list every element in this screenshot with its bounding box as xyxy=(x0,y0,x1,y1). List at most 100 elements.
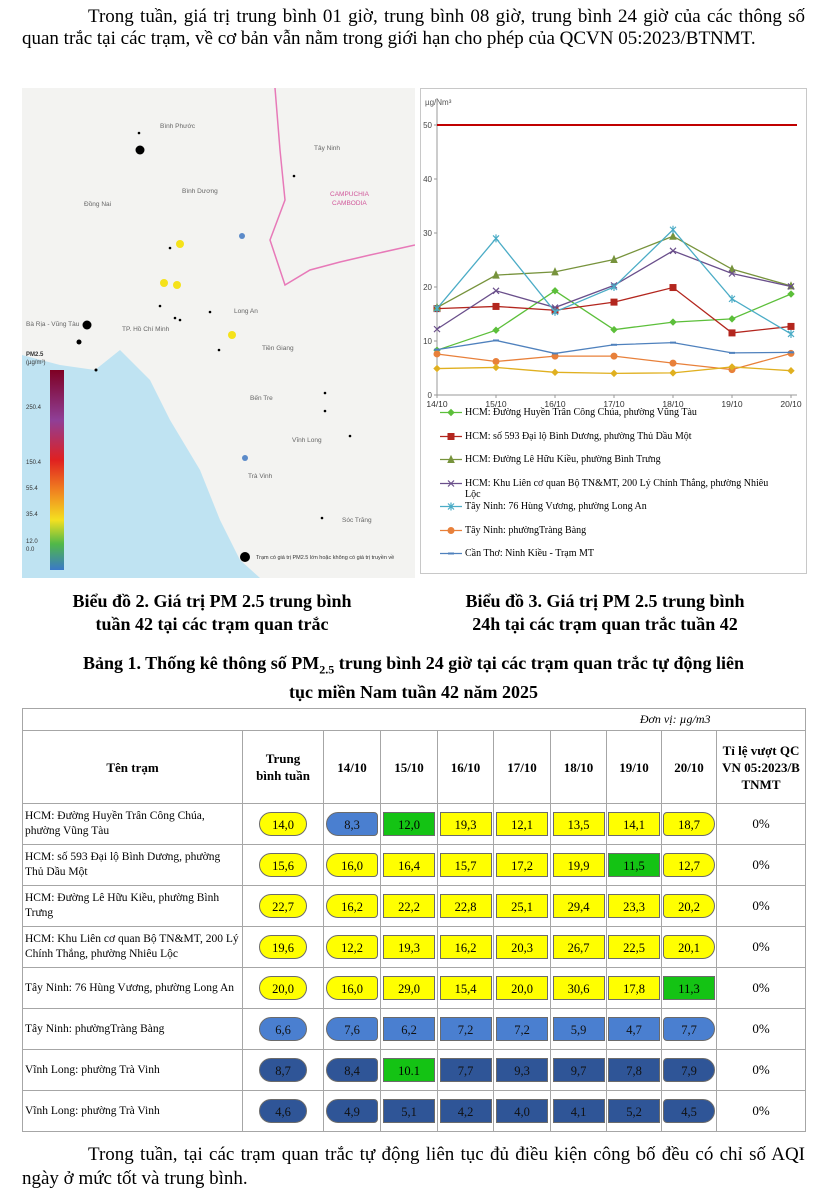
value-cell: 4,1 xyxy=(550,1090,607,1132)
value-cell: 5,9 xyxy=(550,1008,607,1050)
ratio-cell: 0% xyxy=(716,926,806,968)
value-badge: 20,2 xyxy=(663,894,715,918)
value-badge: 15,6 xyxy=(259,853,307,877)
value-cell: 5,2 xyxy=(606,1090,662,1132)
map-stations xyxy=(76,131,352,562)
value-cell: 20,2 xyxy=(661,885,717,927)
value-cell: 15,4 xyxy=(437,967,494,1009)
ratio-text: 0% xyxy=(752,816,770,831)
map-label: Đồng Nai xyxy=(84,199,111,208)
value-cell: 12,2 xyxy=(323,926,381,968)
value-cell: 19,6 xyxy=(242,926,324,968)
point xyxy=(728,270,736,277)
header-text: 16/10 xyxy=(450,759,481,775)
value-cell: 20,0 xyxy=(493,967,551,1009)
value-cell: 7,6 xyxy=(323,1008,381,1050)
table-title: Bảng 1. Thống kê thông số PM2.5 trung bì… xyxy=(22,652,805,703)
title-text: tục miền Nam tuần 42 năm 2025 xyxy=(288,681,538,702)
value-cell: 17,8 xyxy=(606,967,662,1009)
value-badge: 13,5 xyxy=(552,812,605,836)
map: Bình Phước Tây Ninh Bình Dương Đồng Nai … xyxy=(22,88,415,578)
legend-swatch xyxy=(440,454,462,463)
point xyxy=(610,325,618,334)
point xyxy=(728,329,736,337)
value-badge: 5,9 xyxy=(552,1017,605,1041)
map-legend-tick: 250.4 xyxy=(26,405,42,411)
table-row: Tây Ninh: phườngTràng Bàng 6,6 7,6 6,2 7,2 7,… xyxy=(22,1008,806,1050)
value-badge: 22,5 xyxy=(608,935,660,959)
value-cell: 22,2 xyxy=(380,885,438,927)
station-name: HCM: Khu Liên cơ quan Bộ TN&MT, 200 Lý C… xyxy=(22,926,243,968)
ratio-text: 0% xyxy=(752,980,770,995)
map-label: CAMPUCHIA xyxy=(330,191,370,198)
point xyxy=(551,267,559,276)
value-cell: 4,5 xyxy=(661,1090,717,1132)
value-cell: 12,7 xyxy=(661,844,717,886)
header-cell: 17/10 xyxy=(493,730,551,804)
station-text: Tây Ninh: 76 Hùng Vương, phường Long An xyxy=(25,981,235,994)
value-badge: 25,1 xyxy=(496,894,548,918)
header-text: 14/10 xyxy=(337,759,367,775)
value-badge: 14,1 xyxy=(608,812,660,836)
point xyxy=(447,526,455,534)
point xyxy=(787,283,795,290)
value-badge: 15,7 xyxy=(439,853,492,877)
value-badge: 5,1 xyxy=(383,1099,435,1123)
header-cell: Tỉ lệ vượt QCVN 05:2023/BTNMT xyxy=(716,730,806,804)
value-badge: 4,6 xyxy=(259,1099,307,1123)
ratio-cell: 0% xyxy=(716,967,806,1009)
value-cell: 29,4 xyxy=(550,885,607,927)
legend-swatch xyxy=(440,552,462,555)
value-badge: 8,4 xyxy=(326,1058,378,1082)
legend-item: Tây Ninh: phườngTràng Bàng xyxy=(439,525,789,549)
ratio-text: 0% xyxy=(752,1021,770,1036)
y-tick-label: 30 xyxy=(423,229,432,238)
value-cell: 7,7 xyxy=(437,1049,494,1091)
point xyxy=(669,231,677,240)
header-cell: 19/10 xyxy=(606,730,662,804)
station-text: Tây Ninh: phườngTràng Bàng xyxy=(25,1022,165,1035)
value-badge: 9,7 xyxy=(552,1058,605,1082)
value-cell: 7,2 xyxy=(493,1008,551,1050)
point xyxy=(669,359,677,367)
point xyxy=(447,454,455,463)
legend-swatch xyxy=(440,432,462,440)
point xyxy=(551,368,559,377)
value-cell: 15,6 xyxy=(242,844,324,886)
value-badge: 26,7 xyxy=(552,935,605,959)
title-sub: 2.5 xyxy=(319,662,335,677)
value-cell: 19,9 xyxy=(550,844,607,886)
value-badge: 6,2 xyxy=(383,1017,435,1041)
data-table: Đơn vị: µg/m3 Tên trạm Trung bình tuần 14/1… xyxy=(22,708,806,1132)
map-legend-tick: 35.4 xyxy=(26,512,38,518)
point xyxy=(433,350,441,358)
station-name: HCM: số 593 Đại lộ Bình Dương, phường Th… xyxy=(22,844,243,886)
intro-paragraph: Trong tuần, giá trị trung bình 01 giờ, t… xyxy=(22,6,805,49)
value-cell: 14,0 xyxy=(242,803,324,845)
y-tick-label: 0 xyxy=(428,391,433,400)
point xyxy=(669,247,677,255)
y-tick-label: 50 xyxy=(423,121,432,130)
station-text: HCM: Khu Liên cơ quan Bộ TN&MT, 200 Lý C… xyxy=(25,933,239,960)
table-row: HCM: Đường Huyền Trân Công Chúa, phường … xyxy=(22,803,806,845)
unit-row: Đơn vị: µg/m3 xyxy=(22,708,806,731)
header-text: Tỉ lệ vượt QCVN 05:2023/BTNMT xyxy=(722,742,800,792)
value-badge: 8,3 xyxy=(326,812,378,836)
legend-label: HCM: số 593 Đại lộ Bình Dương, phường Th… xyxy=(465,430,692,442)
header-text: Trung bình tuần xyxy=(256,751,310,783)
value-cell: 4,6 xyxy=(242,1090,324,1132)
value-badge: 4,5 xyxy=(663,1099,715,1123)
station-text: Vĩnh Long: phường Trà Vinh xyxy=(25,1104,160,1117)
y-unit: µg/Nm³ xyxy=(425,98,452,107)
value-badge: 4,7 xyxy=(608,1017,660,1041)
series-line xyxy=(436,228,792,335)
value-badge: 4,0 xyxy=(496,1099,548,1123)
value-cell: 16,2 xyxy=(437,926,494,968)
ratio-text: 0% xyxy=(752,857,770,872)
x-tick-label: 19/10 xyxy=(721,399,743,407)
map-legend-tick: 150.4 xyxy=(26,460,42,466)
value-cell: 10.1 xyxy=(380,1049,438,1091)
point xyxy=(492,363,500,372)
point xyxy=(433,325,441,333)
caption-line: Biểu đồ 2. Giá trị PM 2.5 trung bình xyxy=(72,591,352,611)
